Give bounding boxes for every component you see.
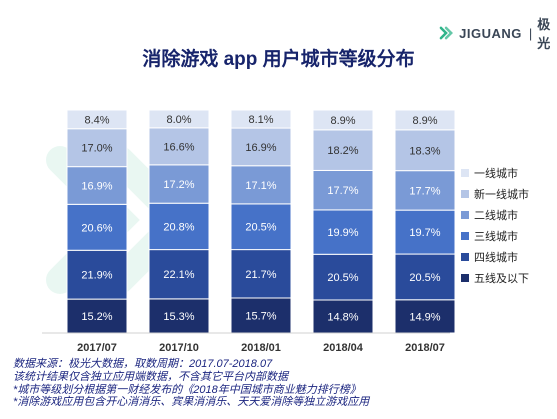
data-label: 17.7% xyxy=(327,185,358,197)
x-tick-label: 2017/07 xyxy=(77,342,117,354)
footnote-source: 数据来源：极光大数据，取数周期：2017.07-2018.07 xyxy=(13,358,273,370)
data-label: 17.1% xyxy=(245,180,276,192)
legend-label: 二线城市 xyxy=(474,210,518,222)
data-label: 21.9% xyxy=(81,270,112,282)
bar-segment xyxy=(312,253,374,301)
bar-segment xyxy=(312,109,374,131)
data-label: 18.3% xyxy=(409,145,440,157)
footnotes: 数据来源：极光大数据，取数周期：2017.07-2018.07 该统计结果仅含独… xyxy=(13,358,369,409)
data-label: 15.3% xyxy=(163,311,194,323)
bar-segment xyxy=(394,170,456,211)
data-label: 21.7% xyxy=(245,269,276,281)
data-label: 15.2% xyxy=(81,311,112,323)
legend-label: 四线城市 xyxy=(474,252,518,264)
data-label: 16.6% xyxy=(163,141,194,153)
legend-swatch xyxy=(461,232,469,240)
legend-label: 五线及以下 xyxy=(474,273,529,285)
bar-segment xyxy=(148,127,210,166)
data-label: 16.9% xyxy=(81,180,112,192)
data-label: 22.1% xyxy=(163,269,194,281)
legend-swatch xyxy=(461,169,469,177)
logo-cn-text: 极光 xyxy=(537,17,551,51)
bar-segment xyxy=(148,164,210,204)
bar-segment xyxy=(66,298,128,334)
legend-swatch xyxy=(461,253,469,261)
data-label: 20.5% xyxy=(245,222,276,234)
legend-item: 新一线城市 xyxy=(461,185,529,203)
x-tick-label: 2017/10 xyxy=(159,342,199,354)
bar-segment xyxy=(230,127,292,167)
legend-label: 三线城市 xyxy=(474,231,518,243)
legend-item: 五线及以下 xyxy=(461,269,529,287)
logo-brand-text: JIGUANG xyxy=(459,25,522,41)
data-label: 20.6% xyxy=(81,222,112,234)
data-label: 14.9% xyxy=(409,311,440,323)
footnote-scope: 该统计结果仅含独立应用端数据，不含其它平台内部数据 xyxy=(13,370,288,383)
bar-segment xyxy=(394,299,456,334)
bar-segment xyxy=(312,209,374,255)
x-tick-label: 2018/01 xyxy=(241,342,281,354)
bar-segment xyxy=(148,109,210,129)
bar-segment xyxy=(66,109,128,130)
data-label: 18.2% xyxy=(327,145,358,157)
legend-item: 四线城市 xyxy=(461,248,529,266)
data-label: 20.5% xyxy=(327,272,358,284)
bar-segment xyxy=(312,129,374,171)
bar-segment xyxy=(394,253,456,301)
data-label: 8.4% xyxy=(84,114,109,126)
bar-segment xyxy=(312,169,374,211)
bar-segment xyxy=(66,166,128,205)
bar-segment xyxy=(66,249,128,300)
bar-segment xyxy=(230,249,292,299)
legend-swatch xyxy=(461,211,469,219)
legend-label: 一线城市 xyxy=(474,168,518,180)
jiguang-logo: JIGUANG | 极光 xyxy=(438,14,557,52)
legend-label: 新一线城市 xyxy=(474,189,529,201)
footnote-city-tier: *城市等级划分根据第一财经发布的《2018年中国城市商业魅力排行榜》 xyxy=(13,383,361,396)
data-label: 17.7% xyxy=(409,185,440,197)
bar-segment xyxy=(148,202,210,251)
data-label: 16.9% xyxy=(245,142,276,154)
legend-swatch xyxy=(461,190,469,198)
bar-segment xyxy=(230,109,292,129)
data-label: 19.9% xyxy=(327,227,358,239)
data-label: 14.8% xyxy=(327,311,358,323)
bar-segment xyxy=(394,209,456,255)
data-label: 20.8% xyxy=(163,221,194,233)
data-label: 8.9% xyxy=(330,115,355,127)
data-label: 17.0% xyxy=(81,143,112,155)
jiguang-logo-icon xyxy=(439,26,453,40)
legend-item: 一线城市 xyxy=(461,164,529,182)
x-tick-label: 2018/04 xyxy=(323,342,364,354)
x-tick-label: 2018/07 xyxy=(405,342,445,354)
data-label: 20.5% xyxy=(409,272,440,284)
data-label: 8.1% xyxy=(248,114,273,126)
footnote-apps: *消除游戏应用包含开心消消乐、宾果消消乐、天天爱消除等独立游戏应用 xyxy=(13,396,370,409)
data-label: 8.9% xyxy=(412,115,437,127)
bar-segment xyxy=(66,203,128,251)
bar-segment xyxy=(148,249,210,300)
data-label: 17.2% xyxy=(163,179,194,191)
data-label: 15.7% xyxy=(245,310,276,322)
bar-segment xyxy=(230,203,292,251)
bar-segment xyxy=(394,109,456,131)
logo-divider: | xyxy=(528,25,533,41)
chart-legend: 一线城市新一线城市二线城市三线城市四线城市五线及以下 xyxy=(461,164,529,290)
chart-title: 消除游戏 app 用户城市等级分布 xyxy=(142,49,415,70)
legend-swatch xyxy=(461,274,469,282)
legend-item: 二线城市 xyxy=(461,206,529,224)
data-label: 8.0% xyxy=(166,114,191,126)
data-label: 19.7% xyxy=(409,227,440,239)
legend-item: 三线城市 xyxy=(461,227,529,245)
